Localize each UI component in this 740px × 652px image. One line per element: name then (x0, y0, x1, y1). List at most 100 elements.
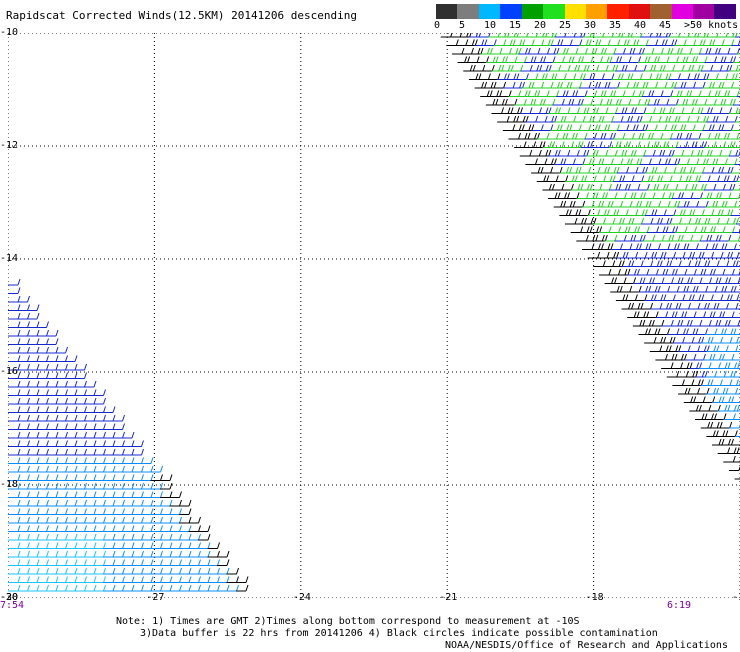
wind-barb (597, 166, 611, 174)
wind-barb (645, 81, 659, 89)
wind-barb (150, 482, 163, 490)
wind-barb (55, 423, 68, 430)
wind-barb (730, 444, 740, 446)
wind-barb (702, 81, 716, 89)
wind-barb (141, 482, 154, 490)
wind-barb (103, 584, 116, 592)
wind-barb (112, 542, 125, 549)
wind-barb (506, 73, 520, 80)
wind-barb (491, 64, 505, 72)
wind-barb (593, 217, 606, 225)
wind-barb (727, 404, 740, 412)
wind-barb (17, 516, 30, 524)
wind-barb (544, 158, 557, 165)
wind-barb (84, 440, 97, 447)
wind-barb (607, 81, 621, 89)
wind-barb (36, 482, 49, 490)
wind-barb (160, 499, 173, 507)
wind-barb (556, 90, 569, 97)
wind-barb (580, 183, 593, 191)
wind-barb (65, 550, 78, 558)
wind-barb (487, 73, 501, 80)
wind-barb (131, 499, 144, 507)
wind-barb (169, 491, 182, 498)
legend-swatch (585, 4, 608, 19)
wind-barb (632, 319, 646, 327)
wind-barb (682, 209, 696, 216)
wind-barb (36, 363, 49, 371)
wind-barb (615, 64, 628, 72)
wind-barb (545, 33, 558, 38)
wind-barb (527, 90, 541, 97)
wind-barb (131, 516, 144, 524)
wind-barb (55, 457, 68, 464)
wind-barb (93, 542, 106, 549)
wind-barb (84, 389, 97, 396)
wind-barb (141, 567, 154, 575)
wind-barb (688, 132, 702, 140)
wind-barb (679, 132, 692, 140)
wind-barb (646, 311, 659, 318)
wind-barb (690, 277, 703, 284)
wind-barb (612, 217, 625, 225)
wind-barb (696, 200, 709, 208)
wind-barb (207, 567, 220, 575)
wind-barb (36, 448, 49, 456)
wind-barb (112, 448, 125, 456)
wind-barb (531, 81, 545, 89)
wind-barb (586, 192, 599, 199)
wind-barb (36, 457, 49, 464)
wind-barb (595, 149, 609, 157)
wind-barb (633, 192, 647, 199)
wind-barb (599, 98, 613, 106)
wind-barb (609, 98, 622, 106)
wind-barb (514, 98, 527, 106)
wind-barb (614, 149, 628, 157)
wind-barb (84, 423, 97, 430)
wind-barb (690, 234, 703, 242)
wind-barb (687, 345, 701, 352)
wind-barb (160, 567, 173, 575)
wind-barb (569, 124, 582, 131)
wind-barb (27, 525, 40, 532)
wind-barb (8, 363, 21, 371)
wind-barb (641, 175, 654, 182)
wind-barb (697, 33, 710, 38)
wind-barb (65, 508, 78, 515)
wind-barb (570, 226, 584, 233)
wind-barb (112, 482, 125, 490)
wind-barb (65, 397, 78, 405)
wind-barb (620, 73, 634, 80)
wind-barb (198, 542, 211, 549)
wind-barb (737, 368, 740, 369)
wind-barb (526, 33, 539, 38)
wind-barb (46, 474, 59, 481)
wind-barb (726, 260, 739, 267)
wind-barb (555, 132, 569, 140)
wind-barb (633, 277, 646, 284)
wind-barb (150, 533, 163, 541)
wind-barb (516, 73, 529, 80)
wind-barb (643, 107, 657, 114)
wind-barb (499, 47, 512, 55)
wind-barb (595, 192, 609, 199)
wind-barb (160, 584, 173, 592)
wind-barb (65, 431, 78, 439)
wind-barb (472, 64, 486, 72)
wind-barb (8, 329, 21, 337)
wind-barb (474, 39, 488, 46)
wind-barb (522, 39, 535, 46)
wind-barb (485, 98, 499, 106)
wind-barb (525, 158, 538, 165)
wind-barb (612, 175, 626, 182)
wind-barb (46, 406, 59, 413)
wind-barb (446, 39, 459, 46)
wind-barb (478, 73, 491, 80)
wind-barb (710, 379, 723, 386)
wind-barb (712, 268, 726, 276)
wind-barb (607, 166, 620, 174)
wind-barb (598, 268, 612, 276)
wind-barb (737, 240, 740, 242)
wind-barb (497, 73, 510, 80)
wind-barb (563, 73, 577, 80)
